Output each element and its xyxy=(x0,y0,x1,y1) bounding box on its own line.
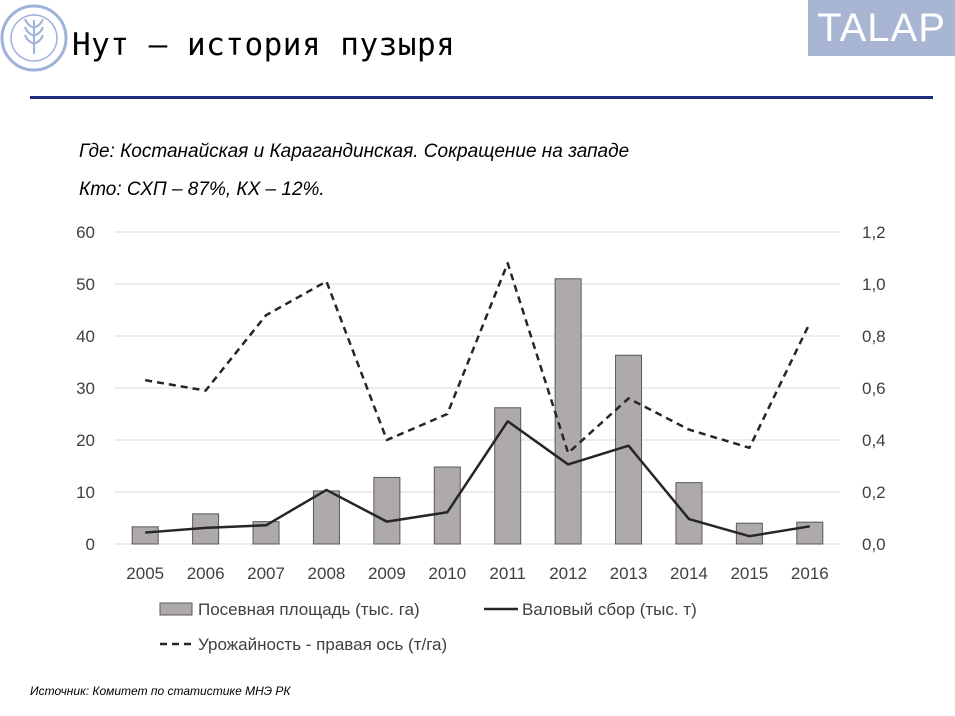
x-tick-label: 2012 xyxy=(549,564,587,583)
x-tick-label: 2011 xyxy=(489,564,526,583)
y2-tick-label: 0,0 xyxy=(862,535,886,554)
bar xyxy=(494,407,522,545)
bar xyxy=(554,278,582,545)
yield-line xyxy=(144,261,811,455)
y-tick-label: 50 xyxy=(76,275,95,294)
y2-tick-label: 0,4 xyxy=(862,431,886,450)
source-note: Источник: Комитет по статистике МНЭ РК xyxy=(30,684,291,698)
page-title: Нут – история пузыря xyxy=(72,27,456,63)
legend-label: Валовый сбор (тыс. т) xyxy=(522,600,697,619)
y2-tick-label: 1,0 xyxy=(862,275,886,294)
bar xyxy=(675,482,703,545)
brand-logo: TALAP xyxy=(808,0,955,56)
y-tick-label: 60 xyxy=(76,223,95,242)
bar xyxy=(131,526,159,545)
legend-swatch-bar xyxy=(159,602,193,616)
harvest-line xyxy=(145,420,810,538)
y2-tick-label: 0,2 xyxy=(862,483,886,502)
y2-tick-label: 0,6 xyxy=(862,379,886,398)
x-tick-label: 2009 xyxy=(368,564,406,583)
bar xyxy=(373,476,401,545)
bar xyxy=(312,490,340,545)
x-tick-label: 2014 xyxy=(670,564,708,583)
y-tick-label: 30 xyxy=(76,379,95,398)
fao-logo-icon xyxy=(0,4,68,72)
y-tick-label: 0 xyxy=(86,535,95,554)
x-tick-label: 2006 xyxy=(187,564,225,583)
legend-label: Урожайность - правая ось (т/га) xyxy=(198,635,447,654)
y-tick-label: 40 xyxy=(76,327,95,346)
x-tick-label: 2005 xyxy=(126,564,164,583)
y-tick-label: 10 xyxy=(76,483,95,502)
y-tick-label: 20 xyxy=(76,431,95,450)
bar xyxy=(433,466,461,545)
x-tick-label: 2013 xyxy=(610,564,648,583)
legend-label: Посевная площадь (тыс. га) xyxy=(198,600,420,619)
x-tick-label: 2008 xyxy=(308,564,346,583)
x-tick-label: 2016 xyxy=(791,564,829,583)
y2-tick-label: 1,2 xyxy=(862,223,886,242)
x-tick-label: 2007 xyxy=(247,564,285,583)
x-tick-label: 2010 xyxy=(428,564,466,583)
bar xyxy=(796,521,824,545)
title-divider xyxy=(30,96,933,99)
x-tick-label: 2015 xyxy=(730,564,768,583)
bar xyxy=(252,521,280,545)
note-where: Где: Костанайская и Карагандинская. Сокр… xyxy=(79,141,630,162)
y2-tick-label: 0,8 xyxy=(862,327,886,346)
fao-logo xyxy=(0,0,68,76)
note-who: Кто: СХП – 87%, КХ – 12%. xyxy=(79,179,325,200)
